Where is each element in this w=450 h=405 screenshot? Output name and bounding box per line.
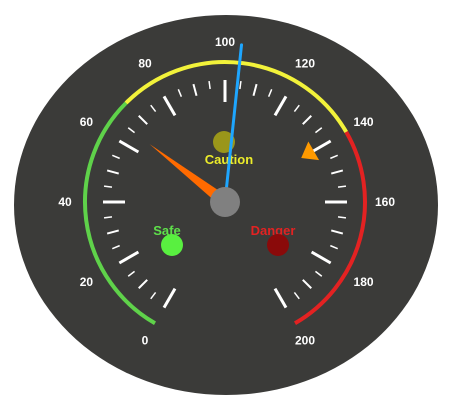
major-tick — [310, 250, 332, 265]
tick-label: 120 — [295, 56, 315, 70]
minor-tick — [127, 270, 136, 277]
minor-tick — [252, 83, 258, 97]
tick-label: 0 — [142, 334, 149, 348]
minor-tick — [138, 115, 148, 125]
minor-tick — [106, 169, 120, 175]
minor-tick — [293, 104, 300, 113]
minor-tick — [337, 216, 347, 219]
minor-tick — [267, 88, 273, 97]
minor-tick — [293, 291, 300, 300]
minor-tick — [192, 83, 198, 97]
caution-band — [124, 60, 348, 134]
minor-tick — [314, 270, 323, 277]
tick-label: 180 — [354, 275, 374, 289]
tick-label: 40 — [58, 195, 72, 209]
minor-tick — [177, 88, 183, 97]
minor-tick — [302, 115, 312, 125]
safe-band — [83, 101, 157, 325]
safe-lamp — [161, 234, 183, 256]
needle-hub — [210, 187, 240, 217]
minor-tick — [103, 185, 113, 188]
danger-lamp — [267, 234, 289, 256]
minor-tick — [330, 244, 339, 250]
minor-tick — [111, 244, 120, 250]
tick-label: 200 — [295, 334, 315, 348]
major-tick — [162, 287, 177, 309]
minor-tick — [330, 154, 339, 160]
tick-label: 160 — [375, 195, 395, 209]
minor-tick — [208, 80, 211, 90]
major-tick — [162, 95, 177, 117]
main-needle — [223, 43, 244, 204]
minor-tick — [127, 127, 136, 134]
tick-label: 20 — [80, 275, 94, 289]
minor-tick — [330, 169, 344, 175]
minor-tick — [138, 279, 148, 289]
major-tick — [118, 139, 140, 154]
minor-tick — [111, 154, 120, 160]
minor-tick — [106, 229, 120, 235]
tick-label: 80 — [138, 56, 152, 70]
minor-tick — [302, 279, 312, 289]
major-tick — [118, 250, 140, 265]
tick-label: 100 — [215, 35, 235, 49]
minor-tick — [150, 104, 157, 113]
minor-tick — [150, 291, 157, 300]
danger-label: Danger — [251, 223, 296, 238]
minor-tick — [337, 185, 347, 188]
minor-tick — [330, 229, 344, 235]
danger-band — [293, 131, 367, 325]
tick-label: 140 — [354, 115, 374, 129]
major-tick — [273, 287, 288, 309]
tick-label: 60 — [80, 115, 94, 129]
minor-tick — [103, 216, 113, 219]
major-tick — [310, 139, 332, 154]
minor-tick — [314, 127, 323, 134]
minor-tick — [239, 80, 242, 90]
major-tick — [273, 95, 288, 117]
secondary-needle — [149, 144, 229, 207]
marker-pointer — [301, 141, 320, 161]
